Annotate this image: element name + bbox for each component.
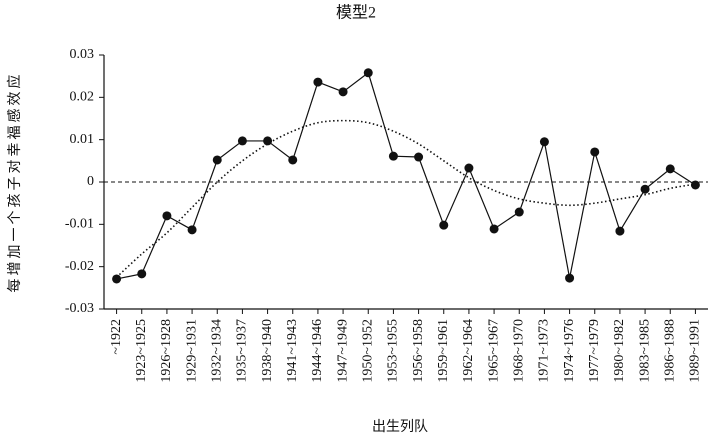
x-tick-label: 1938~1940 [260, 319, 275, 383]
data-point [590, 147, 600, 157]
data-point [112, 274, 122, 284]
y-axis-label: 每增加一个孩子对幸福感效应 [6, 72, 23, 293]
x-tick-label: 1935~1937 [235, 319, 250, 383]
x-tick-label: 1980~1982 [612, 319, 627, 383]
x-tick-label: 1971~1973 [537, 319, 552, 383]
data-line [116, 71, 696, 280]
data-point [464, 163, 474, 173]
data-point [414, 152, 424, 162]
data-point [263, 136, 273, 146]
x-tick-label: ~1922 [109, 319, 124, 355]
data-point [162, 211, 172, 221]
x-tick-label: 1983~1985 [637, 319, 652, 383]
y-tick-label: 0 [87, 174, 94, 189]
data-point [615, 226, 625, 236]
x-tick-label: 1965~1967 [486, 319, 501, 383]
data-point [288, 155, 298, 165]
x-tick-label: 1959~1961 [436, 319, 451, 383]
x-axis-label: 出生列队 [372, 419, 428, 435]
x-tick-label: 1968~1970 [511, 319, 526, 383]
data-point [539, 137, 549, 147]
y-tick-label: -0.01 [65, 217, 94, 232]
data-point [439, 220, 449, 230]
data-point [665, 164, 675, 174]
x-tick-label: 1953~1955 [386, 319, 401, 383]
data-point [514, 207, 524, 217]
data-point [237, 136, 247, 146]
x-tick-label: 1923~1925 [134, 319, 149, 383]
x-tick-label: 1986~1988 [662, 319, 677, 383]
y-tick-label: -0.03 [65, 301, 94, 316]
data-point [363, 68, 373, 78]
y-tick-label: 0.02 [70, 90, 95, 105]
y-tick-label: -0.02 [65, 259, 94, 274]
data-point [640, 184, 650, 194]
data-point [212, 155, 222, 165]
data-point [489, 224, 499, 234]
data-point [388, 151, 398, 161]
x-tick-label: 1974~1976 [562, 319, 577, 383]
x-tick-label: 1977~1979 [587, 319, 602, 383]
x-tick-label: 1929~1931 [184, 319, 199, 383]
data-point [313, 77, 323, 87]
data-point [565, 273, 575, 283]
data-point [137, 269, 147, 279]
x-tick-label: 1947~1949 [335, 319, 350, 383]
x-tick-label: 1941~1943 [285, 319, 300, 383]
x-tick-label: 1926~1928 [159, 319, 174, 383]
data-point [338, 87, 348, 97]
x-tick-label: 1956~1958 [411, 319, 426, 383]
x-tick-label: 1944~1946 [310, 319, 325, 383]
x-tick-label: 1962~1964 [461, 319, 476, 383]
x-tick-label: 1989~1991 [688, 319, 703, 383]
x-tick-label: 1950~1952 [360, 319, 375, 383]
y-tick-label: 0.01 [70, 132, 95, 147]
chart-title: 模型2 [336, 4, 376, 22]
y-tick-label: 0.03 [70, 47, 95, 62]
x-tick-label: 1932~1934 [209, 319, 224, 383]
data-point [690, 180, 700, 190]
data-point [187, 225, 197, 235]
